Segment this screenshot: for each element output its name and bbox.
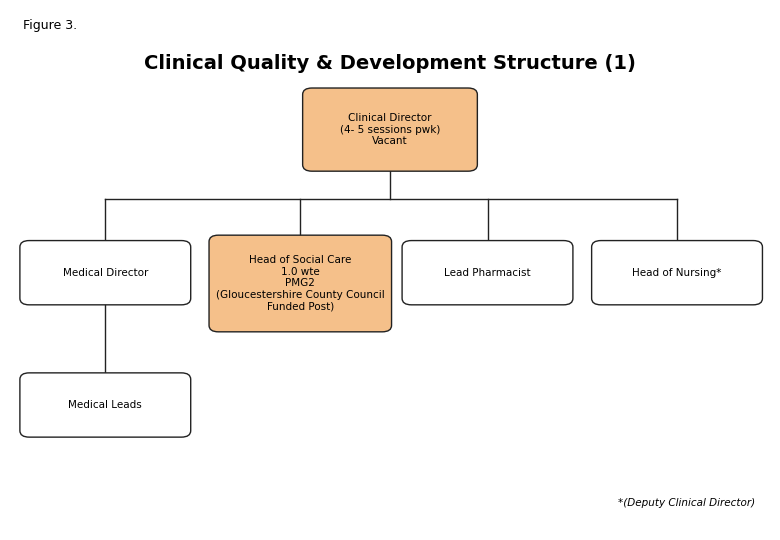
FancyBboxPatch shape bbox=[402, 241, 573, 305]
FancyBboxPatch shape bbox=[591, 241, 762, 305]
FancyBboxPatch shape bbox=[209, 235, 392, 332]
Text: Lead Pharmacist: Lead Pharmacist bbox=[444, 268, 531, 278]
Text: Medical Director: Medical Director bbox=[62, 268, 148, 278]
Text: Clinical Director
(4- 5 sessions pwk)
Vacant: Clinical Director (4- 5 sessions pwk) Va… bbox=[340, 113, 440, 146]
Text: Medical Leads: Medical Leads bbox=[69, 400, 142, 410]
Text: Head of Social Care
1.0 wte
PMG2
(Gloucestershire County Council
Funded Post): Head of Social Care 1.0 wte PMG2 (Glouce… bbox=[216, 255, 385, 312]
Text: Head of Nursing*: Head of Nursing* bbox=[633, 268, 722, 278]
Text: Figure 3.: Figure 3. bbox=[23, 19, 77, 32]
FancyBboxPatch shape bbox=[20, 373, 191, 437]
FancyBboxPatch shape bbox=[303, 88, 477, 171]
Text: Clinical Quality & Development Structure (1): Clinical Quality & Development Structure… bbox=[144, 54, 636, 73]
Text: *(Deputy Clinical Director): *(Deputy Clinical Director) bbox=[618, 497, 755, 508]
FancyBboxPatch shape bbox=[20, 241, 191, 305]
